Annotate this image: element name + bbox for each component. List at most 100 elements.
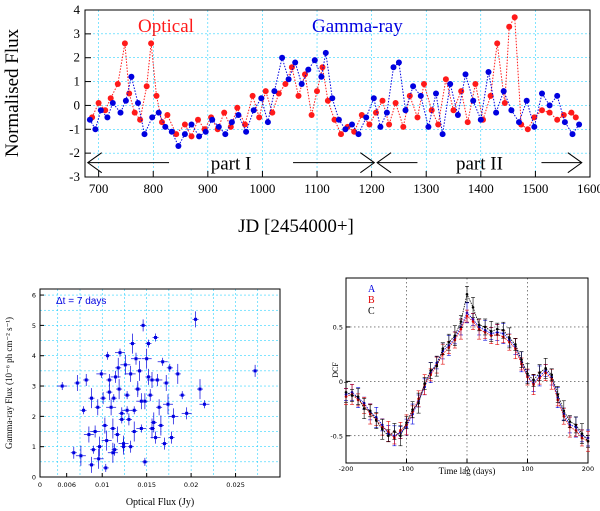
dcf-series	[344, 286, 590, 452]
scatter-xtick-label: 0.02	[184, 481, 198, 489]
lightcurve-xtick-label: 800	[143, 181, 163, 196]
dcf-legend-A: A	[368, 284, 376, 295]
dcf-point	[471, 320, 475, 323]
lightcurve-point	[305, 66, 312, 73]
scatter-title: Δt = 7 days	[56, 296, 106, 307]
dcf-point	[441, 347, 445, 351]
lightcurve-point	[539, 90, 545, 97]
lightcurve-point	[227, 123, 234, 130]
dcf-xtick-label: 200	[582, 465, 594, 473]
dcf-point	[465, 293, 469, 296]
lightcurve-point	[188, 133, 195, 140]
lightcurve-point	[335, 116, 342, 123]
dcf-point	[381, 427, 384, 431]
scatter-point	[87, 433, 91, 437]
lightcurve-xlabel: JD [2454000+]	[238, 216, 354, 237]
scatter-point	[198, 387, 202, 391]
lightcurve-point	[511, 14, 518, 21]
scatter-point	[161, 360, 165, 364]
scatter-xtick-label: 0.025	[226, 481, 245, 489]
scatter-point	[72, 451, 76, 455]
scatter-xtick-label: 0.015	[137, 481, 156, 489]
lightcurve-point	[462, 71, 469, 78]
dcf-point	[514, 343, 517, 346]
scatter-point	[141, 323, 145, 327]
scatter-point	[127, 417, 131, 421]
scatter-point	[114, 375, 118, 379]
scatter-point	[107, 378, 111, 382]
scatter-point	[111, 426, 115, 430]
scatter-point	[125, 393, 129, 397]
lightcurve-point	[470, 97, 477, 104]
lightcurve-xtick-label: 1500	[522, 181, 548, 196]
lightcurve-point	[560, 112, 567, 118]
scatter-xlabel: Optical Flux (Jy)	[126, 497, 194, 508]
scatter-point	[138, 369, 142, 373]
scatter-point	[154, 336, 158, 340]
lightcurve-point	[121, 40, 128, 47]
dcf-point	[362, 407, 366, 410]
lightcurve-point	[149, 114, 156, 121]
lightcurve-point	[568, 109, 575, 116]
lightcurve-point	[450, 107, 457, 114]
lightcurve-point	[308, 112, 315, 118]
scatter-point	[106, 354, 110, 358]
scatter-point	[120, 417, 124, 421]
lightcurve-point	[410, 83, 417, 90]
scatter-xtick-label: 0.01	[95, 481, 109, 489]
lightcurve-point	[221, 109, 228, 116]
lightcurve-point	[159, 119, 165, 126]
lightcurve-point	[292, 59, 299, 66]
dcf-point	[580, 432, 584, 435]
lightcurve-point	[439, 131, 446, 138]
part2-label: part II	[456, 154, 503, 175]
lightcurve-point	[95, 100, 102, 106]
scatter-point	[162, 442, 166, 446]
scatter-point	[79, 454, 83, 458]
lightcurve-ytick-label: 4	[74, 2, 81, 17]
scatter-point	[113, 448, 117, 452]
lightcurve-point	[249, 92, 256, 99]
lightcurve-point	[117, 109, 124, 116]
lightcurve-point	[524, 126, 531, 133]
lightcurve-point	[137, 116, 144, 123]
scatter-point	[91, 448, 95, 452]
dcf-ytick-label: 0.5	[333, 323, 343, 331]
lightcurve-point	[433, 90, 439, 97]
dcf-xtick-label: 0	[465, 465, 469, 473]
lightcurve-ytick-label: 0	[74, 97, 81, 112]
lightcurve-point	[390, 64, 397, 71]
scatter-point	[132, 408, 136, 412]
scatter-point	[82, 408, 86, 412]
dcf-point	[393, 430, 396, 433]
scatter-point	[253, 369, 257, 373]
lightcurve-point	[392, 100, 399, 106]
lightcurve-point	[269, 109, 276, 116]
dcf-point	[417, 401, 420, 405]
scatter-point	[202, 402, 206, 406]
scatter-ytick-label: 1	[32, 443, 36, 451]
dcf-xtick-label: -100	[399, 465, 414, 473]
scatter-frame	[39, 288, 281, 478]
lightcurve-point	[234, 104, 241, 111]
dcf-point	[568, 420, 572, 423]
dcf-point	[586, 439, 590, 443]
dcf-point	[459, 320, 463, 323]
dcf-legend-B: B	[368, 295, 375, 306]
scatter-point	[159, 423, 163, 427]
scatter-point	[176, 372, 180, 376]
dcf-legend: ABC	[368, 284, 376, 317]
scatter-point	[134, 357, 138, 361]
lightcurve-point	[417, 92, 424, 99]
part2-arrowhead-left	[376, 152, 392, 174]
lightcurve-point	[282, 81, 289, 87]
scatter-ytick-label: 5	[32, 322, 36, 330]
lightcurve-point	[148, 40, 155, 47]
lightcurve-point	[195, 116, 201, 123]
part1-arrowhead-left	[86, 152, 103, 174]
scatter-ytick-label: 4	[32, 352, 36, 360]
lightcurve-point	[506, 23, 513, 30]
dcf-point	[544, 367, 547, 370]
scatter-point	[194, 317, 198, 321]
lightcurve-point	[92, 126, 99, 133]
